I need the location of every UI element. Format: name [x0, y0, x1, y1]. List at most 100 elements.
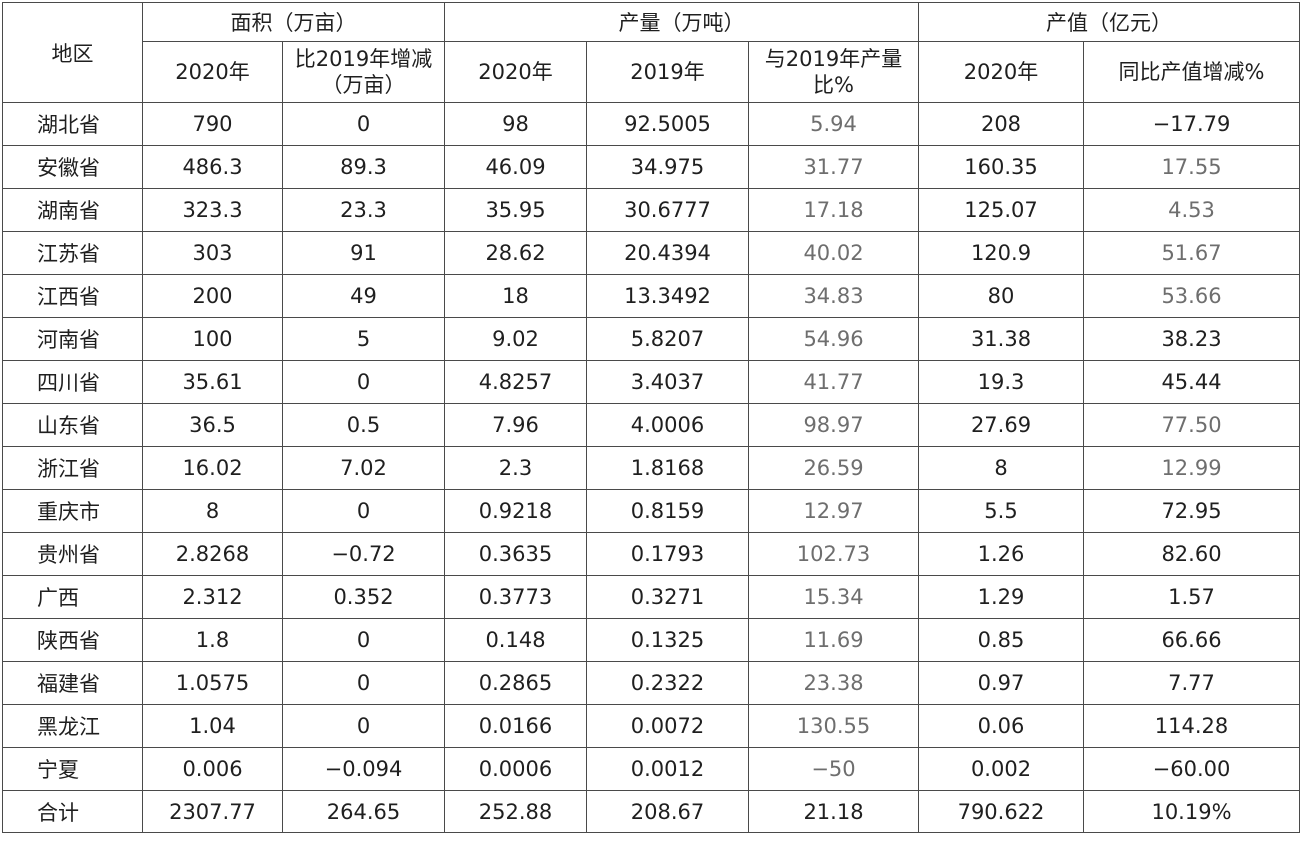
cell-value-2020: 80: [918, 274, 1084, 318]
cell-area-change: 0: [282, 618, 445, 662]
cell-area-2020: 2.312: [142, 575, 283, 619]
cell-area-change: 5: [282, 317, 445, 361]
cell-value-2020: 27.69: [918, 403, 1084, 447]
cell-value-change: 12.99: [1083, 446, 1300, 490]
cell-area-2020: 16.02: [142, 446, 283, 490]
cell-output-2020: 46.09: [444, 145, 587, 189]
table-row: 安徽省 486.3 89.3 46.09 34.975 31.77 160.35 17.55: [2, 145, 1300, 189]
cell-region: 广西: [2, 575, 143, 619]
table-row: 浙江省 16.02 7.02 2.3 1.8168 26.59 8 12.99: [2, 446, 1300, 490]
header-area-change: 比2019年增减（万亩）: [282, 41, 445, 103]
header-value-2020: 2020年: [918, 41, 1084, 103]
cell-value-change: 53.66: [1083, 274, 1300, 318]
cell-output-2019: 20.4394: [586, 231, 749, 275]
header-area: 面积（万亩）: [142, 2, 445, 42]
table-row: 宁夏 0.006 −0.094 0.0006 0.0012 −50 0.002 −60.00: [2, 747, 1300, 791]
cell-region: 重庆市: [2, 489, 143, 533]
cell-area-2020: 486.3: [142, 145, 283, 189]
cell-output-ratio: 15.34: [748, 575, 919, 619]
cell-area-2020: 1.8: [142, 618, 283, 662]
cell-area-change: 23.3: [282, 188, 445, 232]
cell-output-ratio: 23.38: [748, 661, 919, 705]
cell-output-ratio: 54.96: [748, 317, 919, 361]
cell-output-2020: 0.148: [444, 618, 587, 662]
header-area-2020: 2020年: [142, 41, 283, 103]
cell-output-2019: 0.8159: [586, 489, 749, 533]
cell-region: 宁夏: [2, 747, 143, 791]
cell-value-change: 45.44: [1083, 360, 1300, 404]
table-body: 湖北省 790 0 98 92.5005 5.94 208 −17.79 安徽省 486.3 89.…: [2, 102, 1300, 833]
cell-output-2020: 18: [444, 274, 587, 318]
cell-region: 四川省: [2, 360, 143, 404]
header-output-ratio: 与2019年产量比%: [748, 41, 919, 103]
table-row: 广西 2.312 0.352 0.3773 0.3271 15.34 1.29 1.57: [2, 575, 1300, 619]
cell-value-2020: 0.06: [918, 704, 1084, 748]
cell-region: 安徽省: [2, 145, 143, 189]
cell-value-change: 77.50: [1083, 403, 1300, 447]
cell-value-2020: 8: [918, 446, 1084, 490]
cell-value-change: 51.67: [1083, 231, 1300, 275]
cell-value-change: 114.28: [1083, 704, 1300, 748]
cell-area-change: 0.5: [282, 403, 445, 447]
cell-region: 陕西省: [2, 618, 143, 662]
cell-region: 福建省: [2, 661, 143, 705]
cell-value-2020: 125.07: [918, 188, 1084, 232]
cell-value-change: 66.66: [1083, 618, 1300, 662]
cell-value-change: 38.23: [1083, 317, 1300, 361]
cell-output-2019: 13.3492: [586, 274, 749, 318]
table-row: 江西省 200 49 18 13.3492 34.83 80 53.66: [2, 274, 1300, 318]
cell-value-2020: 31.38: [918, 317, 1084, 361]
cell-area-2020: 323.3: [142, 188, 283, 232]
cell-area-2020: 200: [142, 274, 283, 318]
cell-region: 黑龙江: [2, 704, 143, 748]
cell-value-change: 17.55: [1083, 145, 1300, 189]
cell-output-2019: 4.0006: [586, 403, 749, 447]
cell-value-change: 4.53: [1083, 188, 1300, 232]
table-row: 陕西省 1.8 0 0.148 0.1325 11.69 0.85 66.66: [2, 618, 1300, 662]
cell-output-ratio: 98.97: [748, 403, 919, 447]
table-row: 湖北省 790 0 98 92.5005 5.94 208 −17.79: [2, 102, 1300, 146]
cell-output-ratio: 41.77: [748, 360, 919, 404]
cell-region: 山东省: [2, 403, 143, 447]
cell-area-change: −0.094: [282, 747, 445, 791]
header-value: 产值（亿元）: [918, 2, 1300, 42]
cell-output-2020: 4.8257: [444, 360, 587, 404]
cell-output-2020: 0.2865: [444, 661, 587, 705]
cell-region: 湖北省: [2, 102, 143, 146]
cell-output-ratio: 31.77: [748, 145, 919, 189]
cell-output-ratio: 34.83: [748, 274, 919, 318]
cell-value-2020: 0.97: [918, 661, 1084, 705]
cell-area-change: 49: [282, 274, 445, 318]
cell-region: 浙江省: [2, 446, 143, 490]
cell-output-2019: 92.5005: [586, 102, 749, 146]
cell-output-2020: 252.88: [444, 790, 587, 833]
cell-output-ratio: 130.55: [748, 704, 919, 748]
cell-region: 江苏省: [2, 231, 143, 275]
cell-value-2020: 208: [918, 102, 1084, 146]
cell-value-2020: 0.002: [918, 747, 1084, 791]
cell-area-2020: 36.5: [142, 403, 283, 447]
cell-output-2019: 30.6777: [586, 188, 749, 232]
cell-area-2020: 303: [142, 231, 283, 275]
cell-output-ratio: 26.59: [748, 446, 919, 490]
cell-output-2020: 0.0166: [444, 704, 587, 748]
cell-output-2020: 9.02: [444, 317, 587, 361]
cell-value-change: 82.60: [1083, 532, 1300, 576]
cell-value-change: −60.00: [1083, 747, 1300, 791]
cell-output-2020: 98: [444, 102, 587, 146]
cell-output-2020: 0.3773: [444, 575, 587, 619]
cell-area-change: 0: [282, 489, 445, 533]
cell-output-2020: 0.0006: [444, 747, 587, 791]
cell-area-2020: 100: [142, 317, 283, 361]
header-region: 地区: [2, 2, 143, 103]
table-row: 重庆市 8 0 0.9218 0.8159 12.97 5.5 72.95: [2, 489, 1300, 533]
cell-area-2020: 1.04: [142, 704, 283, 748]
cell-output-ratio: 12.97: [748, 489, 919, 533]
cell-area-change: 264.65: [282, 790, 445, 833]
cell-output-ratio: 17.18: [748, 188, 919, 232]
cell-value-2020: 160.35: [918, 145, 1084, 189]
cell-area-change: 7.02: [282, 446, 445, 490]
header-output-2019: 2019年: [586, 41, 749, 103]
table-row: 河南省 100 5 9.02 5.8207 54.96 31.38 38.23: [2, 317, 1300, 361]
cell-area-2020: 1.0575: [142, 661, 283, 705]
